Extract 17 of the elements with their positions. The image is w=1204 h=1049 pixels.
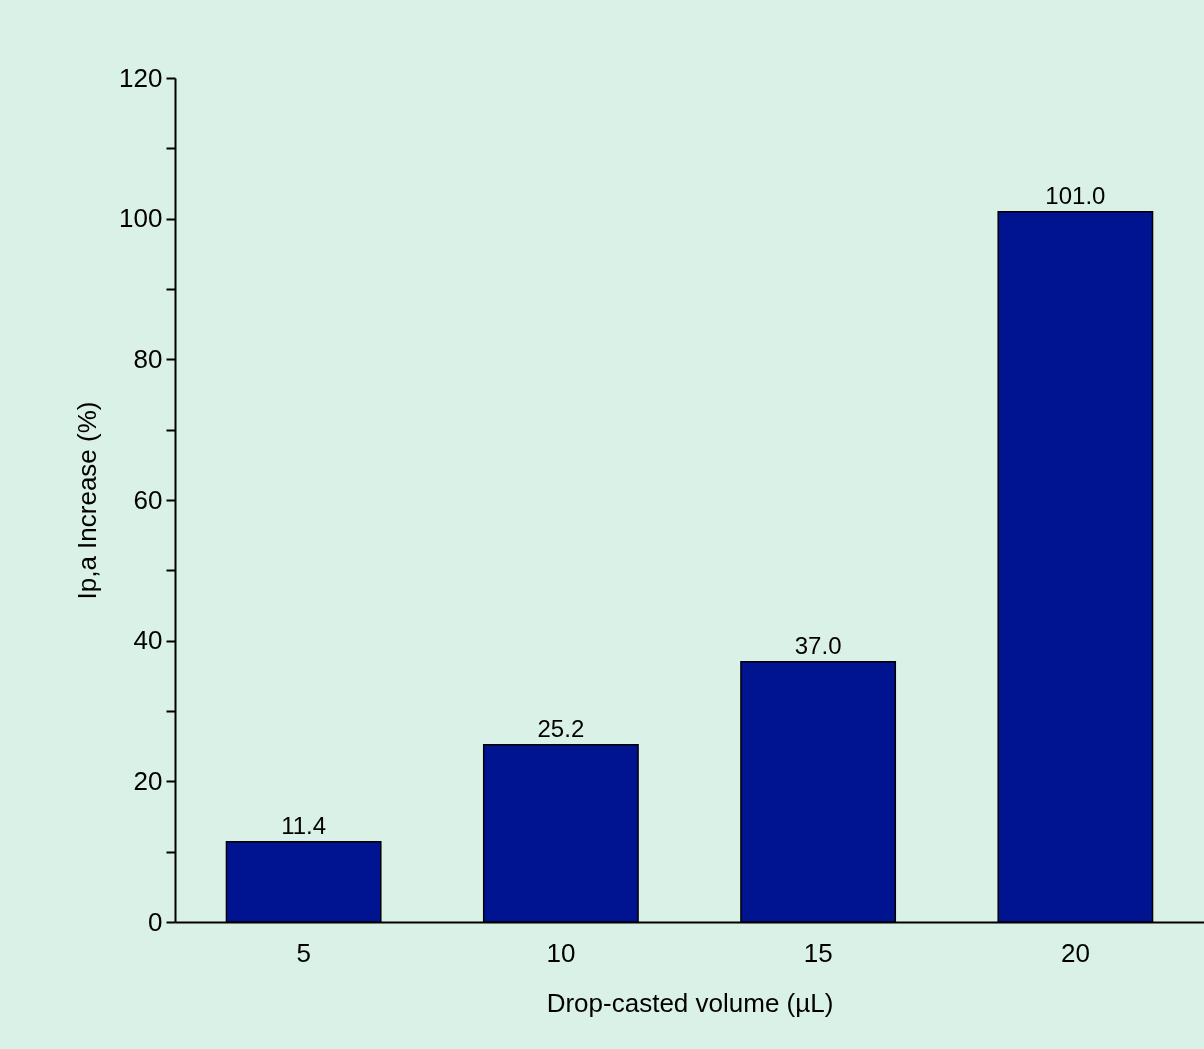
y-axis-title: Ip,a Increase (%) (72, 401, 103, 600)
x-tick-label: 20 (1060, 937, 1090, 968)
y-tick-label: 100 (119, 203, 163, 234)
data-label: 25.2 (537, 714, 585, 742)
data-label: 101.0 (1045, 181, 1106, 209)
x-tick-label: 10 (546, 937, 576, 968)
x-tick-label: 15 (803, 937, 833, 968)
y-tick-label: 20 (133, 765, 163, 796)
y-tick-label: 60 (133, 484, 163, 515)
y-tick-label: 120 (119, 62, 163, 93)
y-tick-label: 80 (133, 343, 163, 374)
y-tick-label: 40 (133, 625, 163, 656)
data-label: 37.0 (794, 631, 842, 659)
x-tick-label: 5 (296, 937, 311, 968)
x-axis-title: Drop-casted volume (µL) (546, 987, 834, 1018)
y-tick-label: 0 (148, 906, 163, 937)
data-label: 11.4 (281, 811, 327, 839)
